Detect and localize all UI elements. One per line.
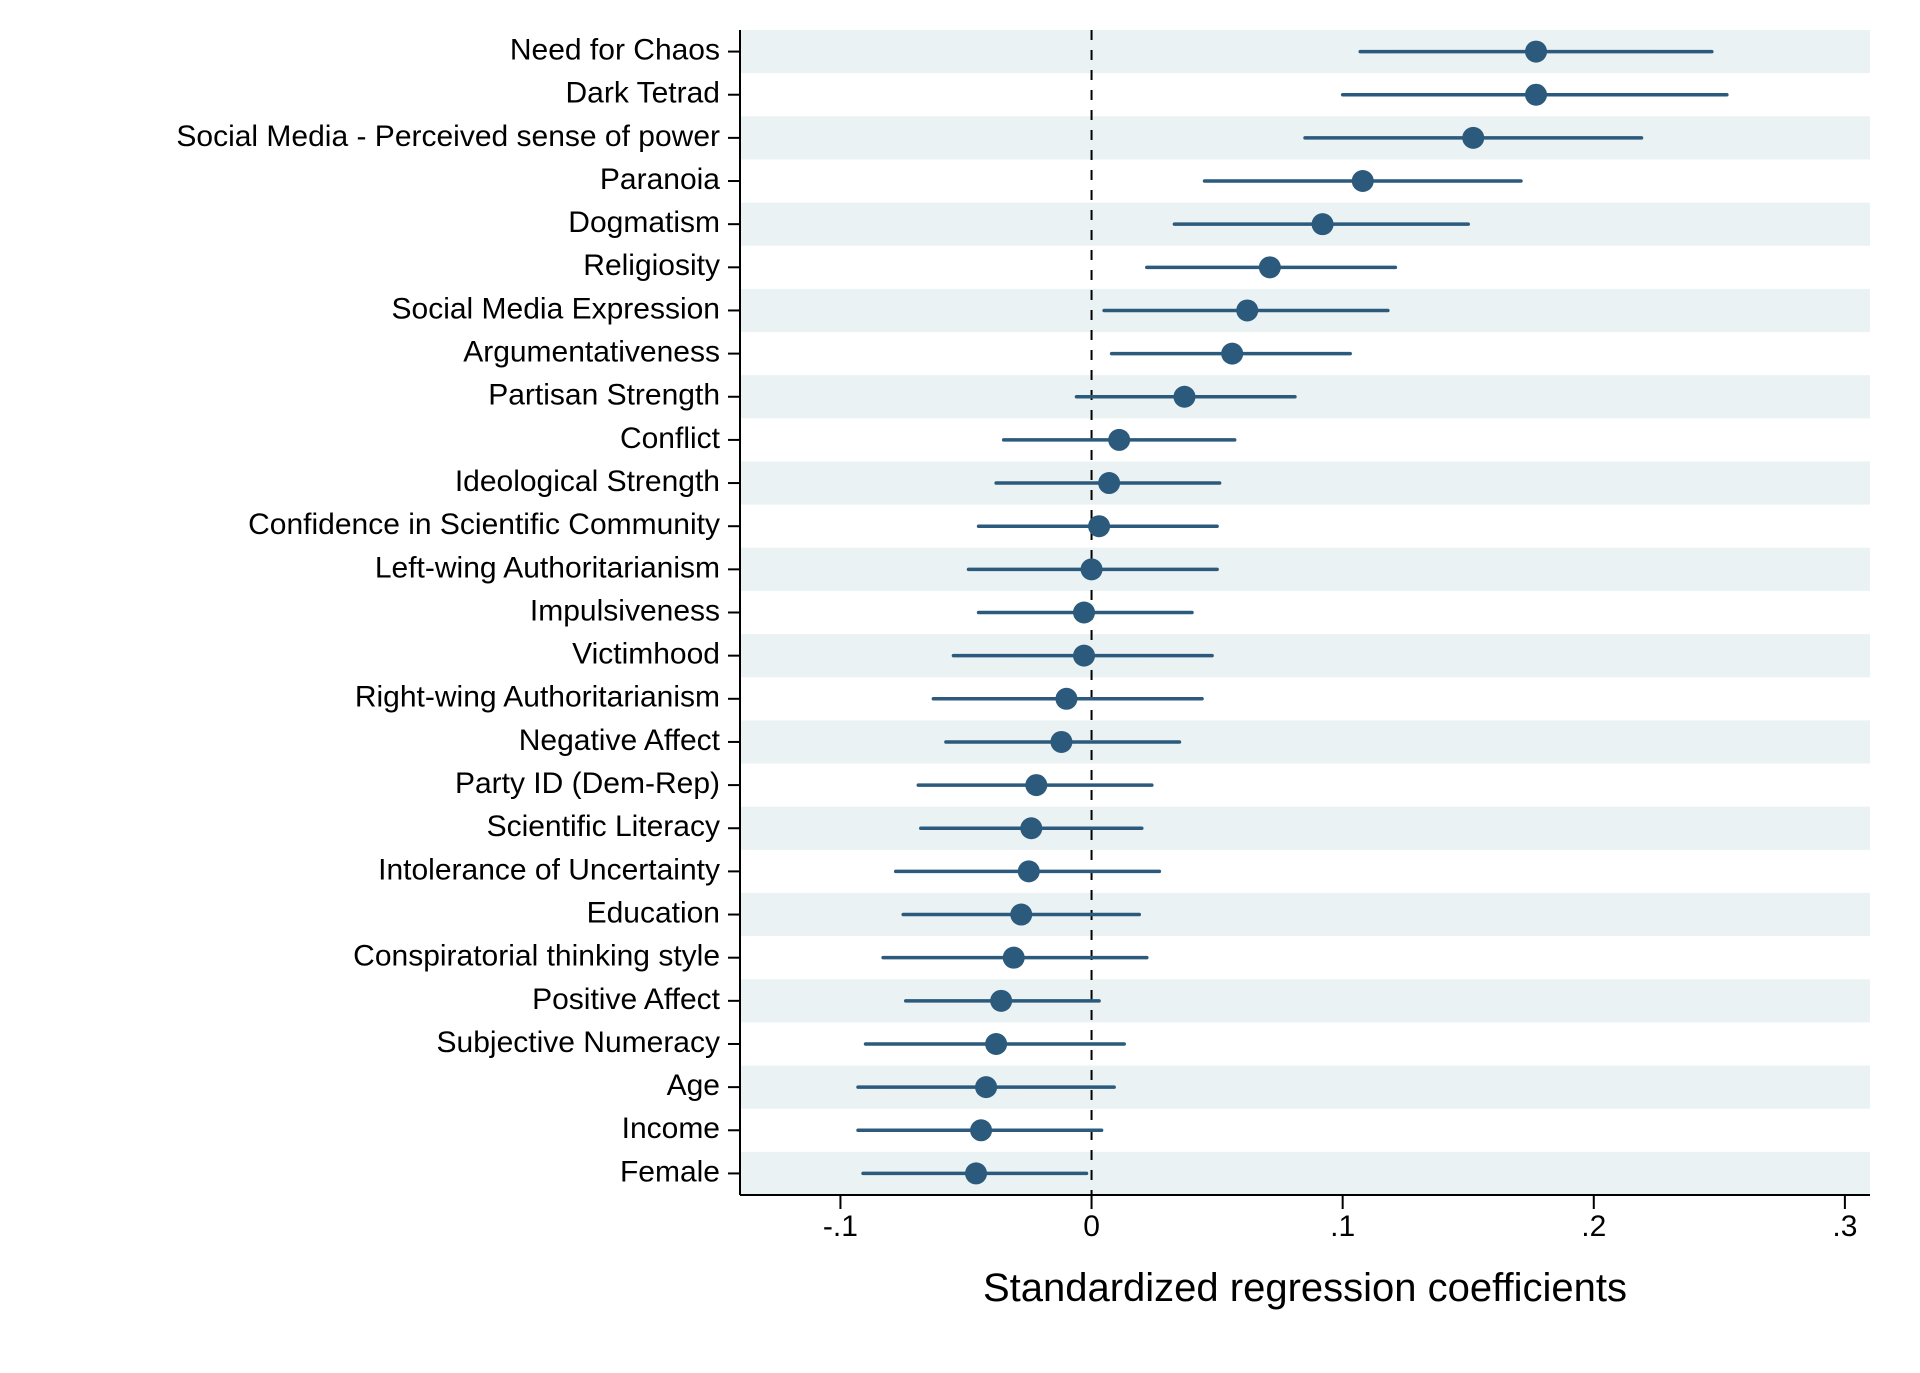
y-tick-label: Dark Tetrad <box>565 77 720 110</box>
row-band <box>740 375 1870 418</box>
point-estimate <box>1221 343 1243 365</box>
y-tick-label: Age <box>667 1069 720 1102</box>
y-tick-label: Ideological Strength <box>455 465 720 498</box>
point-estimate <box>1081 558 1103 580</box>
point-estimate <box>1098 472 1120 494</box>
x-tick-label: .3 <box>1832 1210 1857 1243</box>
y-tick-label: Partisan Strength <box>488 379 720 412</box>
y-tick-label: Intolerance of Uncertainty <box>378 853 720 886</box>
y-tick-label: Female <box>620 1155 720 1188</box>
point-estimate <box>1018 860 1040 882</box>
point-estimate <box>1055 688 1077 710</box>
point-estimate <box>1088 515 1110 537</box>
point-estimate <box>1025 774 1047 796</box>
y-tick-label: Impulsiveness <box>530 594 720 627</box>
point-estimate <box>990 990 1012 1012</box>
y-tick-label: Right-wing Authoritarianism <box>355 681 720 714</box>
point-estimate <box>975 1076 997 1098</box>
y-tick-label: Scientific Literacy <box>487 810 720 843</box>
x-tick-label: .2 <box>1581 1210 1606 1243</box>
y-tick-label: Argumentativeness <box>463 336 720 369</box>
point-estimate <box>1050 731 1072 753</box>
y-tick-label: Social Media Expression <box>392 292 721 325</box>
point-estimate <box>1525 41 1547 63</box>
y-tick-label: Education <box>587 896 720 929</box>
y-tick-label: Party ID (Dem-Rep) <box>455 767 720 800</box>
y-tick-label: Conflict <box>620 422 721 455</box>
point-estimate <box>970 1119 992 1141</box>
y-tick-label: Dogmatism <box>568 206 720 239</box>
point-estimate <box>1073 602 1095 624</box>
y-tick-label: Left-wing Authoritarianism <box>375 551 720 584</box>
point-estimate <box>1003 947 1025 969</box>
y-tick-label: Positive Affect <box>532 983 721 1016</box>
row-band <box>740 634 1870 677</box>
row-band <box>740 720 1870 763</box>
point-estimate <box>1010 904 1032 926</box>
chart-svg: Need for Chaos Dark Tetrad Social Media - … <box>0 0 1920 1373</box>
x-axis-title: Standardized regression coefficients <box>983 1266 1627 1310</box>
y-tick-label: Negative Affect <box>519 724 721 757</box>
row-band <box>740 548 1870 591</box>
point-estimate <box>1020 817 1042 839</box>
point-estimate <box>1173 386 1195 408</box>
x-tick-label: -.1 <box>823 1210 858 1243</box>
point-estimate <box>1462 127 1484 149</box>
y-tick-label: Paranoia <box>600 163 720 196</box>
row-band <box>740 461 1870 504</box>
point-estimate <box>1352 170 1374 192</box>
point-estimate <box>1525 84 1547 106</box>
point-estimate <box>1312 213 1334 235</box>
row-band <box>740 807 1870 850</box>
point-estimate <box>1108 429 1130 451</box>
coefficient-dotplot: Need for Chaos Dark Tetrad Social Media - … <box>0 0 1920 1373</box>
y-tick-label: Subjective Numeracy <box>437 1026 720 1059</box>
y-tick-label: Need for Chaos <box>510 33 720 66</box>
x-tick-label: 0 <box>1083 1210 1100 1243</box>
y-tick-label: Social Media - Perceived sense of power <box>176 120 720 153</box>
y-tick-label: Confidence in Scientific Community <box>248 508 720 541</box>
x-tick-label: .1 <box>1330 1210 1355 1243</box>
y-tick-label: Religiosity <box>583 249 720 282</box>
y-tick-label: Conspiratorial thinking style <box>353 940 720 973</box>
point-estimate <box>985 1033 1007 1055</box>
y-tick-label: Income <box>622 1112 720 1145</box>
point-estimate <box>1236 299 1258 321</box>
point-estimate <box>1073 645 1095 667</box>
y-tick-label: Victimhood <box>572 638 720 671</box>
point-estimate <box>965 1162 987 1184</box>
point-estimate <box>1259 256 1281 278</box>
